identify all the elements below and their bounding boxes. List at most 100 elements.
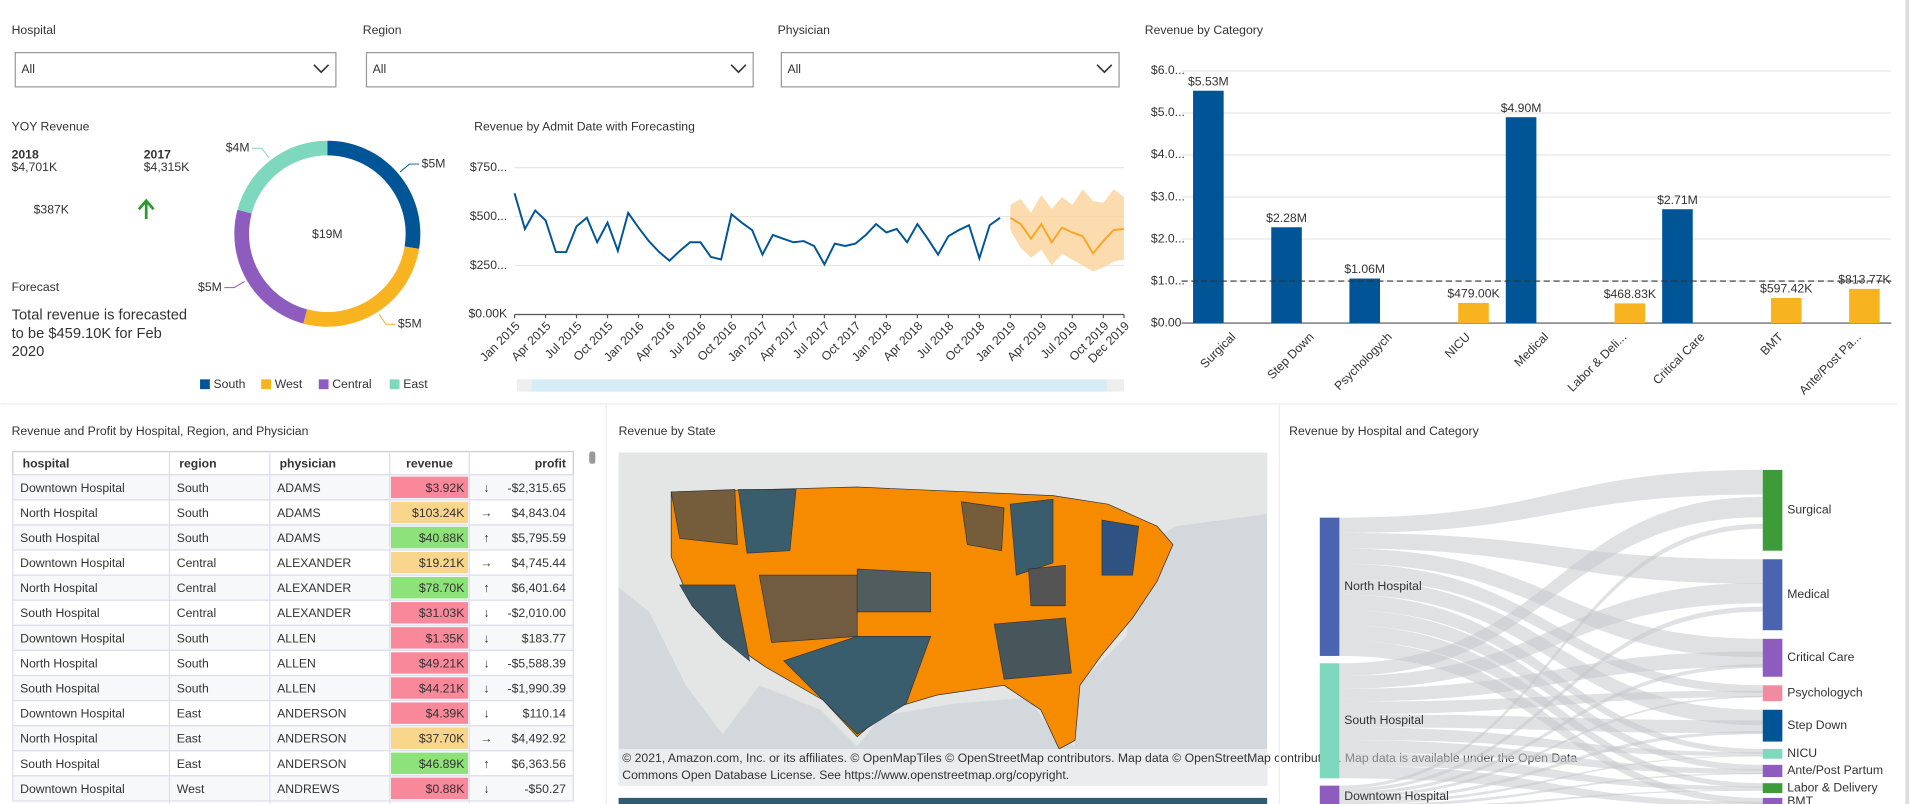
attribution-bg xyxy=(618,748,1268,786)
table-cell: ALEXANDER xyxy=(277,606,351,620)
range-handle[interactable] xyxy=(517,379,532,392)
table-cell: $0.88K xyxy=(426,782,466,796)
leader-line xyxy=(399,163,420,173)
trend-arrow: ↓ xyxy=(483,682,489,696)
sankey-node-label: Medical xyxy=(1787,587,1829,601)
sankey-flow xyxy=(1339,714,1763,734)
table-title: Revenue and Profit by Hospital, Region, … xyxy=(12,424,309,438)
bar xyxy=(1662,209,1693,324)
y-tick-label: $1.0... xyxy=(1151,273,1185,287)
donut-slice xyxy=(327,140,421,249)
bar xyxy=(1505,117,1537,324)
table-cell: $44.21K xyxy=(419,682,465,696)
map-legend-bar xyxy=(618,797,1268,804)
bar xyxy=(1614,303,1646,324)
sankey-flow xyxy=(1339,579,1763,726)
sankey-node-label: Downtown Hospital xyxy=(1344,789,1449,803)
revenue-cell xyxy=(390,526,469,549)
table-cell: $19.21K xyxy=(419,556,465,570)
map-attribution: Commons Open Database License. See https… xyxy=(622,768,1069,782)
sankey-node xyxy=(1762,559,1783,631)
trend-arrow: ↓ xyxy=(483,782,489,796)
table-cell: $40.88K xyxy=(419,531,465,545)
sankey-node-label: BMT xyxy=(1787,794,1813,804)
sankey-node xyxy=(1319,785,1340,804)
revenue-cell xyxy=(390,501,469,524)
filter-dropdown[interactable] xyxy=(365,52,754,88)
line-series xyxy=(1009,216,1125,256)
sankey-flow xyxy=(1480,789,1763,804)
slice-label: $5M xyxy=(398,316,422,330)
bar-value-label: $468.83K xyxy=(1604,287,1657,301)
range-handle[interactable] xyxy=(1106,379,1124,392)
sankey-node xyxy=(1319,663,1340,779)
table-cell: North Hospital xyxy=(20,506,97,520)
sankey-flow xyxy=(1339,739,1763,774)
forecast-title: Forecast xyxy=(12,280,60,294)
revenue-cell xyxy=(390,476,469,499)
table-cell: South xyxy=(177,506,209,520)
slice-label: $5M xyxy=(422,156,446,170)
revenue-cell xyxy=(390,777,469,800)
table-cell: South xyxy=(177,631,209,645)
sankey-node xyxy=(1762,469,1783,551)
trend-arrow: ↑ xyxy=(483,531,489,545)
table-cell: South xyxy=(177,682,209,696)
filter-dropdown[interactable] xyxy=(780,52,1120,88)
state-region xyxy=(856,568,931,613)
table-cell: South xyxy=(177,531,209,545)
trend-arrow: ↓ xyxy=(483,481,489,495)
sankey-node-label: South Hospital xyxy=(1344,713,1423,727)
legend-swatch xyxy=(318,379,329,390)
table-row xyxy=(12,599,574,626)
y-tick-label: $2.0... xyxy=(1151,231,1185,245)
sankey-flow xyxy=(1339,609,1763,771)
filter-dropdown[interactable] xyxy=(14,52,337,88)
slice-label: $4M xyxy=(226,141,250,155)
chart-title: Revenue by Hospital and Category xyxy=(1289,424,1479,438)
y-tick-label: $250... xyxy=(470,258,507,272)
revenue-cell xyxy=(390,677,469,699)
table-cell: $110.14 xyxy=(523,707,566,721)
donut-slice xyxy=(234,209,308,324)
sankey-node xyxy=(1762,797,1783,804)
table-cell: Downtown Hospital xyxy=(20,631,125,645)
table-scrollbar[interactable] xyxy=(589,451,596,464)
table-row xyxy=(12,699,574,727)
donut-slice xyxy=(237,140,328,214)
bar-value-label: $2.71M xyxy=(1657,193,1698,207)
table-cell: $4,492.92 xyxy=(512,732,567,746)
donut-slice xyxy=(303,246,420,327)
y-tick-label: $0.00K xyxy=(468,307,508,321)
table-cell: East xyxy=(177,732,202,746)
kpi-change: $387K xyxy=(34,203,70,217)
bar-value-label: $5.53M xyxy=(1188,74,1229,88)
y-tick-label: $500... xyxy=(470,209,507,223)
table-cell: Central xyxy=(177,581,216,595)
y-tick-label: $5.0... xyxy=(1151,105,1185,119)
table-cell: ALLEN xyxy=(277,656,316,670)
kpi-year-value: $4,315K xyxy=(144,160,190,174)
revenue-cell xyxy=(390,551,469,574)
sankey-flow xyxy=(1339,496,1763,677)
table-cell: East xyxy=(177,707,202,721)
sankey-node-label: Step Down xyxy=(1787,718,1847,732)
table-cell: ANDREWS xyxy=(277,782,339,796)
table-cell: $4.39K xyxy=(426,707,466,721)
trend-arrow: ↑ xyxy=(483,581,489,595)
table-cell: Downtown Hospital xyxy=(20,782,125,796)
table-cell: -$2,315.65 xyxy=(508,481,567,495)
table-row xyxy=(12,549,574,576)
y-tick-label: $0.00 xyxy=(1151,315,1182,329)
table-cell: ALEXANDER xyxy=(277,556,351,570)
table-cell: South Hospital xyxy=(20,757,99,771)
kpi-year: 2018 xyxy=(12,148,39,162)
bar xyxy=(1271,227,1302,324)
kpi-year-value: $4,701K xyxy=(12,160,58,174)
range-slider[interactable] xyxy=(517,379,1124,392)
table-cell: East xyxy=(177,757,202,771)
filter-label: Hospital xyxy=(12,23,56,37)
map-title: Revenue by State xyxy=(619,424,716,438)
sankey-node xyxy=(1762,685,1783,702)
y-tick-label: $6.0... xyxy=(1151,63,1185,77)
